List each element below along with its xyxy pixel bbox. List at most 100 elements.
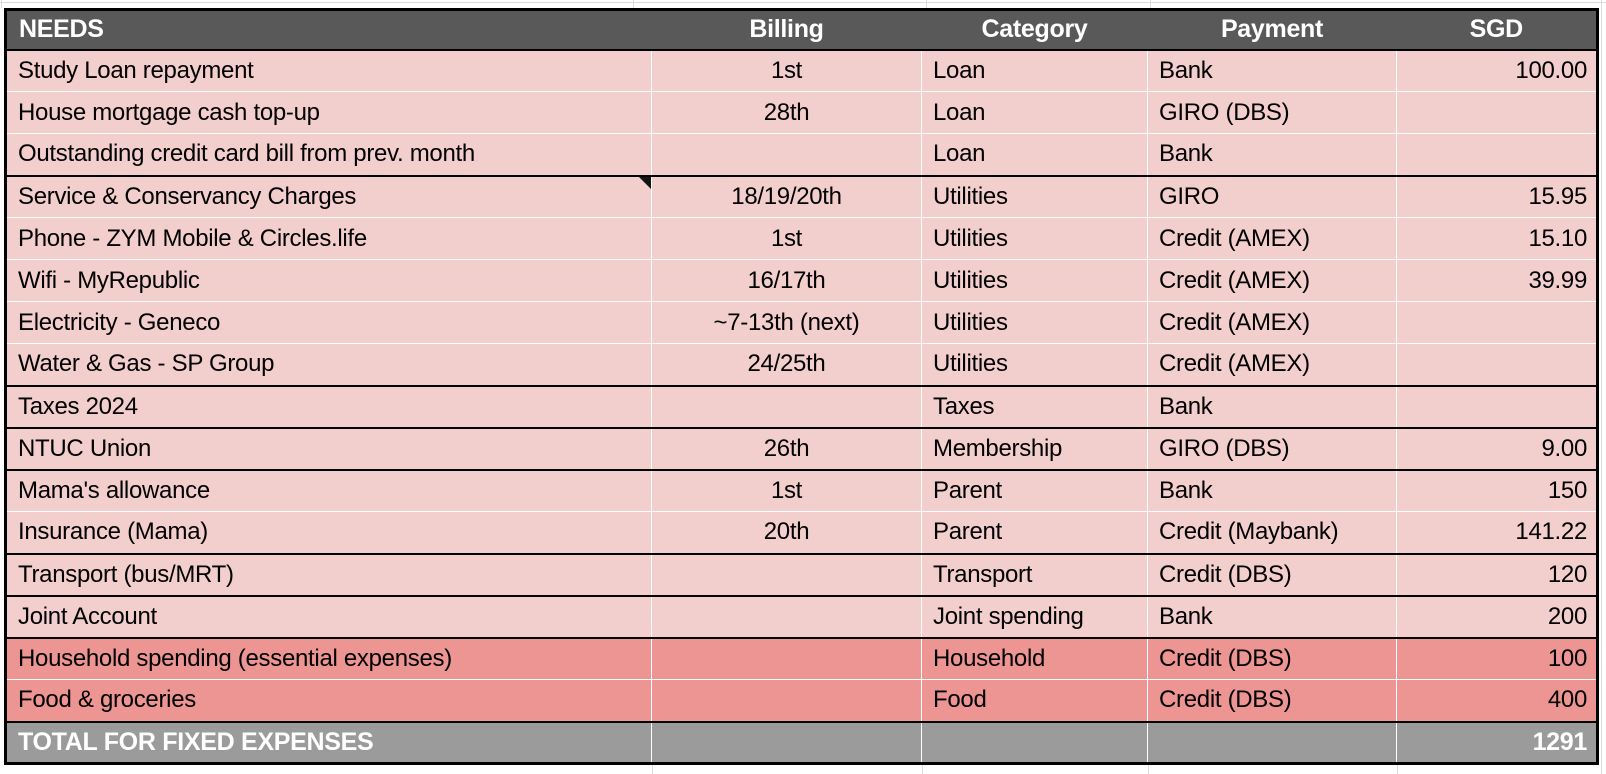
cell-needs[interactable]: Service & Conservancy Charges xyxy=(5,174,652,218)
table-row: Study Loan repayment 1st Loan Bank 100.0… xyxy=(5,49,1598,92)
cell-billing[interactable]: 26th xyxy=(651,426,922,470)
needs-label: Taxes 2024 xyxy=(18,392,138,420)
cell-billing[interactable]: 1st xyxy=(651,49,922,92)
cell-payment[interactable]: Credit (AMEX) xyxy=(1147,343,1397,386)
cell-payment[interactable]: Credit (DBS) xyxy=(1147,679,1397,722)
table-row: House mortgage cash top-up 28th Loan GIR… xyxy=(5,91,1598,134)
needs-label: Mama's allowance xyxy=(18,476,210,504)
cell-billing[interactable] xyxy=(651,384,922,428)
cell-sgd[interactable]: 400 xyxy=(1396,679,1598,722)
cell-category[interactable]: Taxes xyxy=(921,384,1148,428)
cell-sgd[interactable]: 39.99 xyxy=(1396,259,1598,302)
total-empty-cell[interactable] xyxy=(921,720,1148,764)
cell-needs[interactable]: Insurance (Mama) xyxy=(5,511,652,554)
cell-category[interactable]: Parent xyxy=(921,511,1148,554)
cell-needs[interactable]: Household spending (essential expenses) xyxy=(5,636,652,680)
cell-sgd[interactable]: 15.95 xyxy=(1396,174,1598,218)
cell-needs[interactable]: Mama's allowance xyxy=(5,468,652,512)
cell-billing[interactable]: 1st xyxy=(651,217,922,260)
column-header-payment[interactable]: Payment xyxy=(1147,9,1397,51)
cell-category[interactable]: Joint spending xyxy=(921,594,1148,638)
cell-billing[interactable]: 24/25th xyxy=(651,343,922,386)
cell-payment[interactable]: Bank xyxy=(1147,594,1397,638)
cell-needs[interactable]: Electricity - Geneco xyxy=(5,301,652,344)
cell-payment[interactable]: Bank xyxy=(1147,384,1397,428)
cell-needs[interactable]: NTUC Union xyxy=(5,426,652,470)
cell-category[interactable]: Utilities xyxy=(921,259,1148,302)
sheet-gridline xyxy=(652,762,653,774)
column-header-billing[interactable]: Billing xyxy=(651,9,922,51)
cell-needs[interactable]: Food & groceries xyxy=(5,679,652,722)
cell-billing[interactable] xyxy=(651,552,922,596)
cell-sgd[interactable] xyxy=(1396,133,1598,176)
cell-payment[interactable]: GIRO (DBS) xyxy=(1147,426,1397,470)
cell-sgd[interactable] xyxy=(1396,301,1598,344)
cell-needs[interactable]: Joint Account xyxy=(5,594,652,638)
cell-payment[interactable]: Credit (DBS) xyxy=(1147,552,1397,596)
cell-category[interactable]: Food xyxy=(921,679,1148,722)
column-header-sgd[interactable]: SGD xyxy=(1396,9,1598,51)
cell-needs[interactable]: Water & Gas - SP Group xyxy=(5,343,652,386)
cell-sgd[interactable]: 150 xyxy=(1396,468,1598,512)
cell-billing[interactable] xyxy=(651,636,922,680)
column-header-category[interactable]: Category xyxy=(921,9,1148,51)
cell-sgd[interactable]: 200 xyxy=(1396,594,1598,638)
cell-category[interactable]: Utilities xyxy=(921,343,1148,386)
cell-category[interactable]: Utilities xyxy=(921,174,1148,218)
cell-payment[interactable]: Bank xyxy=(1147,468,1397,512)
total-empty-cell[interactable] xyxy=(651,720,922,764)
cell-category[interactable]: Utilities xyxy=(921,301,1148,344)
cell-payment[interactable]: Credit (AMEX) xyxy=(1147,301,1397,344)
column-header-needs[interactable]: NEEDS xyxy=(5,9,652,51)
table-row: Phone - ZYM Mobile & Circles.life 1st Ut… xyxy=(5,217,1598,260)
cell-needs[interactable]: Phone - ZYM Mobile & Circles.life xyxy=(5,217,652,260)
cell-needs[interactable]: Outstanding credit card bill from prev. … xyxy=(5,133,652,176)
cell-sgd[interactable] xyxy=(1396,384,1598,428)
cell-billing[interactable]: 18/19/20th xyxy=(651,174,922,218)
cell-billing[interactable]: 1st xyxy=(651,468,922,512)
cell-category[interactable]: Membership xyxy=(921,426,1148,470)
cell-needs[interactable]: Study Loan repayment xyxy=(5,49,652,92)
cell-category[interactable]: Loan xyxy=(921,91,1148,134)
table-row: Insurance (Mama) 20th Parent Credit (May… xyxy=(5,511,1598,554)
cell-payment[interactable]: GIRO xyxy=(1147,174,1397,218)
cell-sgd[interactable]: 100.00 xyxy=(1396,49,1598,92)
cell-billing[interactable]: 16/17th xyxy=(651,259,922,302)
cell-payment[interactable]: GIRO (DBS) xyxy=(1147,91,1397,134)
needs-label: Water & Gas - SP Group xyxy=(18,350,275,378)
cell-payment[interactable]: Credit (AMEX) xyxy=(1147,259,1397,302)
cell-sgd[interactable]: 15.10 xyxy=(1396,217,1598,260)
cell-billing[interactable] xyxy=(651,679,922,722)
cell-category[interactable]: Transport xyxy=(921,552,1148,596)
cell-billing[interactable] xyxy=(651,133,922,176)
cell-payment[interactable]: Bank xyxy=(1147,133,1397,176)
cell-sgd[interactable] xyxy=(1396,91,1598,134)
cell-category[interactable]: Household xyxy=(921,636,1148,680)
cell-needs[interactable]: Transport (bus/MRT) xyxy=(5,552,652,596)
cell-payment[interactable]: Credit (AMEX) xyxy=(1147,217,1397,260)
cell-billing[interactable]: 20th xyxy=(651,511,922,554)
cell-sgd[interactable] xyxy=(1396,343,1598,386)
cell-needs[interactable]: Wifi - MyRepublic xyxy=(5,259,652,302)
total-label-cell[interactable]: TOTAL FOR FIXED EXPENSES xyxy=(5,720,652,764)
cell-category[interactable]: Loan xyxy=(921,133,1148,176)
cell-sgd[interactable]: 120 xyxy=(1396,552,1598,596)
cell-sgd[interactable]: 100 xyxy=(1396,636,1598,680)
cell-category[interactable]: Parent xyxy=(921,468,1148,512)
cell-needs[interactable]: Taxes 2024 xyxy=(5,384,652,428)
cell-sgd[interactable]: 9.00 xyxy=(1396,426,1598,470)
total-empty-cell[interactable] xyxy=(1147,720,1397,764)
cell-billing[interactable]: ~7-13th (next) xyxy=(651,301,922,344)
cell-payment[interactable]: Bank xyxy=(1147,49,1397,92)
table-row: Service & Conservancy Charges 18/19/20th… xyxy=(5,174,1598,218)
cell-billing[interactable]: 28th xyxy=(651,91,922,134)
cell-category[interactable]: Utilities xyxy=(921,217,1148,260)
cell-needs[interactable]: House mortgage cash top-up xyxy=(5,91,652,134)
total-value-cell[interactable]: 1291 xyxy=(1396,720,1598,764)
cell-billing[interactable] xyxy=(651,594,922,638)
cell-payment[interactable]: Credit (Maybank) xyxy=(1147,511,1397,554)
cell-sgd[interactable]: 141.22 xyxy=(1396,511,1598,554)
cell-payment[interactable]: Credit (DBS) xyxy=(1147,636,1397,680)
cell-category[interactable]: Loan xyxy=(921,49,1148,92)
